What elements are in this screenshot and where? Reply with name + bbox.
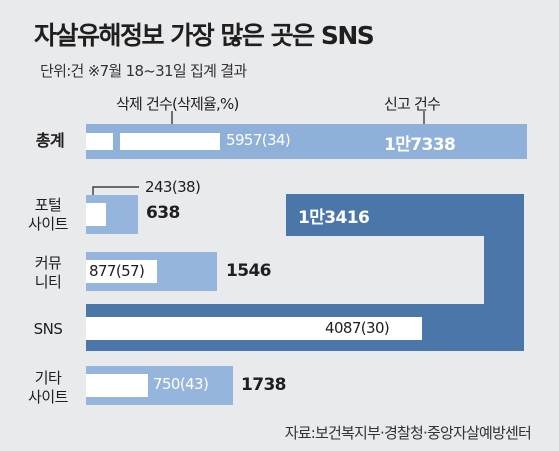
community-deleted-value: 877(57) (89, 262, 145, 280)
row-label-sns: SNS (33, 320, 63, 338)
source-note: 자료:보건복지부·경찰청·중앙자살예방센터 (284, 424, 532, 442)
total-deleted-gap (86, 133, 113, 150)
portal-deleted-bar (86, 203, 106, 226)
legend-reported: 신고 건수 (384, 95, 441, 113)
chart-subtitle: 단위:건 ※7월 18~31일 집계 결과 (40, 62, 247, 80)
sns-reported-value: 1만3416 (298, 208, 370, 228)
sns-deleted-bar (86, 317, 422, 340)
row-label-community: 커뮤 니티 (34, 254, 62, 291)
row-label-total: 총계 (35, 131, 65, 150)
community-reported-value: 1546 (226, 261, 272, 281)
row-label-other: 기타 사이트 (28, 369, 68, 406)
other-deleted-bar (86, 374, 148, 397)
total-deleted-value: 5957(34) (226, 131, 291, 149)
chart-title: 자살유해정보 가장 많은 곳은 SNS (34, 21, 375, 50)
community-deleted-bar (86, 260, 157, 283)
sns-deleted-value: 4087(30) (325, 319, 390, 337)
other-reported-value: 1738 (241, 375, 287, 395)
sns-reported-bar (86, 194, 524, 351)
portal-deleted-value: 243(38) (145, 178, 201, 196)
legend-deleted: 삭제 건수(삭제율,%) (116, 95, 239, 113)
row-label-portal: 포털 사이트 (28, 196, 68, 233)
portal-reported-value: 638 (146, 203, 180, 223)
total-reported-value: 1만7338 (384, 135, 456, 155)
total-deleted-bar (120, 133, 220, 150)
other-deleted-value: 750(43) (153, 375, 209, 393)
